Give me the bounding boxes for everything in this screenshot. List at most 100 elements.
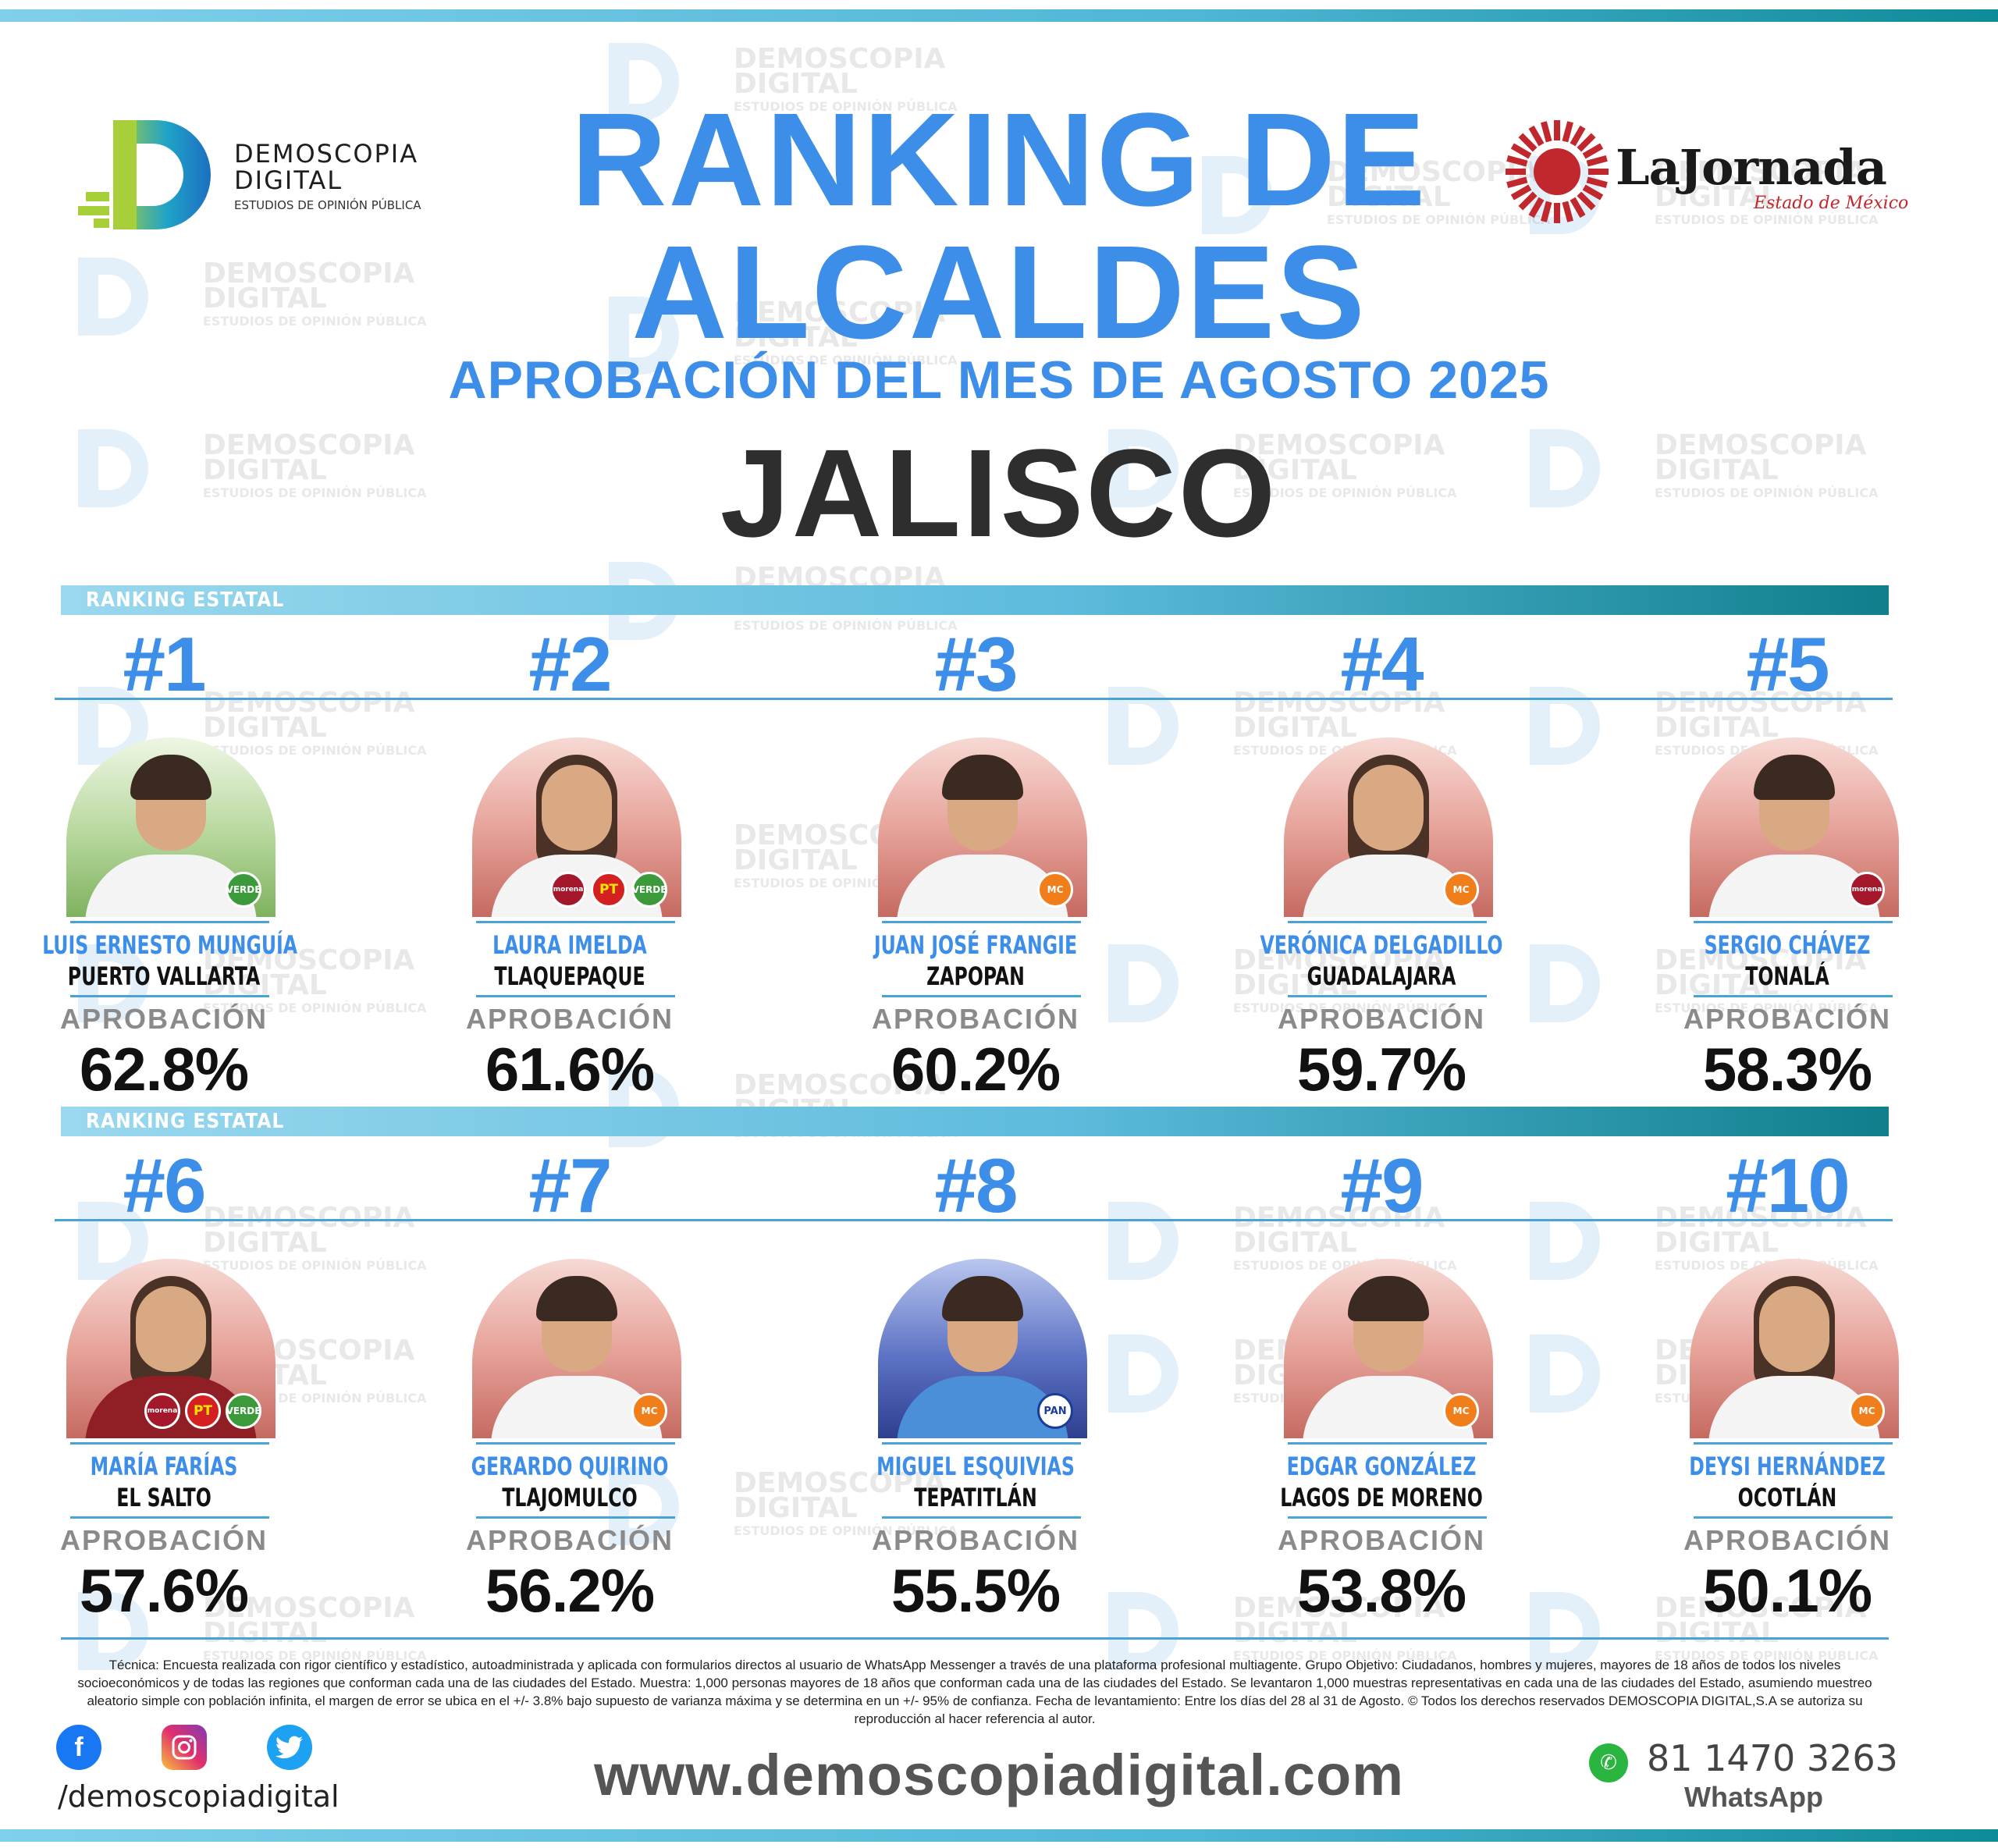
card-divider — [476, 995, 675, 997]
approval-value: 59.7% — [1296, 1035, 1467, 1103]
mayor-photo: morena — [1690, 737, 1899, 917]
ranking-bar-label: RANKING ESTATAL — [86, 1110, 285, 1133]
mayor-card: #6 morena PT VERDE MARÍA FARÍAS EL SALTO APROB… — [47, 1142, 281, 1625]
card-divider — [1694, 921, 1893, 923]
card-divider — [882, 1442, 1081, 1445]
approval-label: APROBACIÓN — [1277, 1003, 1485, 1035]
card-divider — [1288, 921, 1487, 923]
twitter-icon[interactable] — [267, 1725, 312, 1770]
mayor-photo: morena PT VERDE — [66, 1259, 276, 1438]
mayor-name: DEYSI HERNÁNDEZ — [1689, 1452, 1886, 1481]
party-badges: MC — [1849, 1393, 1885, 1429]
ranking-bar-top: RANKING ESTATAL — [61, 585, 1889, 615]
whatsapp-number[interactable]: 81 1470 3263 — [1647, 1737, 1898, 1779]
mayor-name: EDGAR GONZÁLEZ — [1286, 1452, 1477, 1481]
mayor-card: #9 MC EDGAR GONZÁLEZ LAGOS DE MORENO APROBAC… — [1264, 1142, 1498, 1625]
party-badge-morena: morena — [1849, 872, 1885, 908]
watermark-d-icon — [1530, 1202, 1600, 1280]
mayor-photo: MC — [472, 1259, 681, 1438]
rank-number: #4 — [1340, 621, 1424, 707]
card-divider — [70, 1442, 269, 1445]
card-divider — [1694, 1442, 1893, 1445]
mayor-name: LAURA IMELDA — [492, 930, 647, 960]
watermark-text: DIGITAL — [734, 844, 858, 876]
hair — [942, 755, 1023, 800]
ranking-bar-label: RANKING ESTATAL — [86, 588, 285, 612]
demoscopia-digital-logo: DEMOSCOPIA DIGITAL ESTUDIOS DE OPINIÓN P… — [78, 117, 484, 234]
party-badges: MC — [1443, 872, 1479, 908]
social-handle[interactable]: /demoscopiadigital — [58, 1779, 340, 1814]
watermark-d-icon — [1108, 1202, 1179, 1280]
watermark-text: DEMOSCOPIA — [734, 43, 946, 75]
card-divider — [882, 1516, 1081, 1519]
mayor-card: #3 MC JUAN JOSÉ FRANGIE ZAPOPAN APROBACIÓN 60… — [859, 620, 1093, 1103]
ranking-bar-bottom: RANKING ESTATAL — [61, 1107, 1889, 1136]
face — [136, 1286, 206, 1372]
rank-number: #9 — [1340, 1143, 1424, 1228]
approval-label: APROBACIÓN — [59, 1003, 268, 1035]
hair — [1754, 755, 1835, 800]
card-divider — [70, 921, 269, 923]
mayor-photo: PAN — [878, 1259, 1087, 1438]
party-badge-mc: MC — [1849, 1393, 1885, 1429]
card-divider — [476, 1442, 675, 1445]
instagram-icon[interactable] — [162, 1725, 207, 1770]
rank-divider-top — [55, 698, 1893, 700]
watermark-d-icon — [1108, 1334, 1179, 1413]
mayor-photo: morena PT VERDE — [472, 737, 681, 917]
mayor-name: MARÍA FARÍAS — [90, 1452, 238, 1481]
state-name: JALISCO — [720, 423, 1278, 563]
municipality: TEPATITLÁN — [914, 1483, 1037, 1512]
party-badges: morena PT VERDE — [144, 1393, 261, 1429]
face — [542, 765, 612, 851]
mayor-card: #1 VERDE LUIS ERNESTO MUNGUÍA PUERTO VALLAR… — [42, 620, 297, 1103]
hair — [1348, 1276, 1429, 1321]
rank-number: #1 — [123, 621, 206, 707]
municipality: GUADALAJARA — [1307, 961, 1456, 991]
municipality: OCOTLÁN — [1737, 1483, 1837, 1512]
approval-value: 53.8% — [1296, 1556, 1467, 1625]
website-link[interactable]: www.demoscopiadigital.com — [594, 1743, 1404, 1807]
hair — [536, 1276, 617, 1321]
rank-number: #2 — [528, 621, 612, 707]
approval-value: 61.6% — [485, 1035, 655, 1103]
mayor-name: SERGIO CHÁVEZ — [1704, 930, 1871, 960]
rank-number: #3 — [934, 621, 1018, 707]
party-badge-pt: PT — [185, 1393, 221, 1429]
social-links: f /demoscopiadigital — [56, 1725, 384, 1818]
facebook-icon[interactable]: f — [56, 1725, 101, 1770]
approval-value: 56.2% — [485, 1556, 655, 1625]
mayor-card: #10 MC DEYSI HERNÁNDEZ OCOTLÁN APROBACIÓN 50.… — [1670, 1142, 1904, 1625]
approval-label: APROBACIÓN — [871, 1524, 1079, 1556]
party-badge-morena: morena — [550, 872, 586, 908]
card-divider — [1288, 1442, 1487, 1445]
municipality: EL SALTO — [116, 1483, 212, 1512]
approval-label: APROBACIÓN — [1277, 1524, 1485, 1556]
mayor-name: JUAN JOSÉ FRANGIE — [873, 930, 1078, 960]
party-badge-pt: PT — [591, 872, 627, 908]
approval-value: 62.8% — [79, 1035, 249, 1103]
la-jornada-subtitle: Estado de México — [1754, 194, 1909, 213]
mayor-photo: MC — [878, 737, 1087, 917]
card-divider — [70, 1516, 269, 1519]
party-badges: MC — [1443, 1393, 1479, 1429]
whatsapp-contact[interactable]: ✆ 81 1470 3263 WhatsApp — [1584, 1732, 1912, 1818]
party-badges: MC — [631, 1393, 667, 1429]
mayor-card: #7 MC GERARDO QUIRINO TLAJOMULCO APROBACIÓN 5… — [453, 1142, 687, 1625]
mayor-card: #4 MC VERÓNICA DELGADILLO GUADALAJARA APROBA… — [1260, 620, 1502, 1103]
footer-divider — [61, 1637, 1889, 1640]
party-badge-pan: PAN — [1037, 1393, 1073, 1429]
mayor-name: VERÓNICA DELGADILLO — [1260, 930, 1503, 960]
la-jornada-sun-icon — [1506, 120, 1609, 223]
methodology-note: Técnica: Encuesta realizada con rigor ci… — [77, 1658, 1872, 1726]
approval-label: APROBACIÓN — [1683, 1003, 1891, 1035]
logo-text-digital: DIGITAL — [234, 165, 343, 195]
party-badge-mc: MC — [1037, 872, 1073, 908]
rank-divider-bottom — [55, 1219, 1893, 1221]
mayor-card: #8 PAN MIGUEL ESQUIVIAS TEPATITLÁN APROBACIÓ… — [859, 1142, 1093, 1625]
whatsapp-icon: ✆ — [1589, 1743, 1628, 1782]
card-divider — [1288, 995, 1487, 997]
mayor-card: #2 morena PT VERDE LAURA IMELDA TLAQUEPAQUE AP… — [453, 620, 687, 1103]
card-divider — [476, 1516, 675, 1519]
title-line-1: RANKING DE — [571, 86, 1427, 234]
